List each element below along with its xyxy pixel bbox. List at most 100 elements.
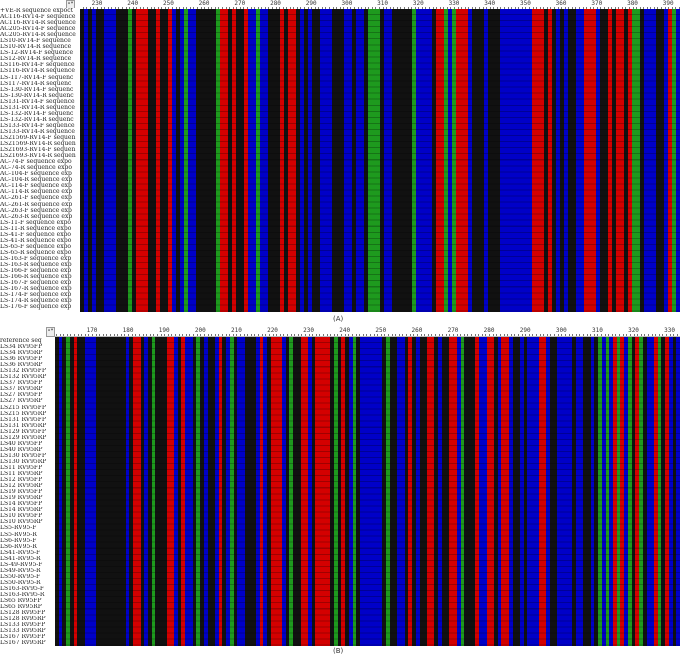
sequence-label[interactable]: LS-41-F sequence expo: [0, 231, 72, 238]
sequence-label[interactable]: LS-65-R sequence expo: [0, 249, 72, 256]
sequence-label[interactable]: AC-263-R sequence exp: [0, 213, 73, 220]
sequence-label[interactable]: LS5-RV95-R: [0, 531, 37, 538]
sequence-label[interactable]: LS131-RV14-F sequence: [0, 98, 75, 105]
sequence-label[interactable]: LS10 RV95FP: [0, 513, 43, 520]
sequence-label[interactable]: LS41-RV95-R: [0, 555, 41, 562]
sequence-label[interactable]: AC-104-R sequence exp: [0, 177, 73, 184]
sequence-label[interactable]: LS34 RV95RP: [0, 350, 43, 357]
alignment-grid[interactable]: [80, 9, 680, 312]
sequence-label[interactable]: LS21693-RV14-F sequen: [0, 147, 76, 154]
sequence-label[interactable]: AC-114-R sequence exp: [0, 189, 73, 196]
sequence-label[interactable]: AC-74-F sequence expo: [0, 159, 72, 166]
sequence-label[interactable]: LS10 RV95RP: [0, 519, 43, 526]
sequence-label[interactable]: AC-263-F sequence exp: [0, 207, 72, 214]
sequence-label[interactable]: AC116-RV14-F sequence: [0, 14, 76, 21]
scroll-up-button[interactable]: ▴▾: [46, 327, 55, 337]
sequence-label[interactable]: LS128 Rv95RP: [0, 616, 46, 623]
sequence-label[interactable]: LS-49-RV95-F: [0, 561, 43, 568]
sequence-label[interactable]: LS41-RV95-F: [0, 549, 41, 556]
sequence-label[interactable]: LS-41-R sequence expo: [0, 237, 72, 244]
sequence-label[interactable]: LS27 RV95RP: [0, 398, 43, 405]
sequence-label[interactable]: LS12 RV95RP: [0, 483, 43, 490]
sequence-label[interactable]: LS21693-RV14-R sequen: [0, 153, 76, 160]
sequence-label[interactable]: AC205-RV14-F sequence: [0, 26, 76, 33]
sequence-label[interactable]: LS-11-F sequence expo: [0, 219, 72, 226]
sequence-label[interactable]: LS-174-F sequence exp: [0, 292, 72, 299]
sequence-label[interactable]: AC-261-F sequence exp: [0, 195, 72, 202]
sequence-label[interactable]: LS12 RV95FP: [0, 477, 43, 484]
sequence-label[interactable]: LS-65-F sequence expo: [0, 243, 72, 250]
sequence-label[interactable]: LS-167-F sequence exp: [0, 280, 72, 287]
sequence-label[interactable]: LS12-RV14-R sequence: [0, 56, 72, 63]
sequence-label[interactable]: AC-114-F sequence exp: [0, 183, 72, 190]
sequence-label[interactable]: LS131-RV14-R sequence: [0, 104, 75, 111]
sequence-label[interactable]: LS21569-RV14-F sequen: [0, 134, 76, 141]
sequence-label[interactable]: LS215 RV95FP: [0, 404, 46, 411]
sequence-label[interactable]: LS130 RV95RP: [0, 458, 47, 465]
sequence-label[interactable]: LS6-RV95-R: [0, 543, 37, 550]
sequence-label[interactable]: LS132 RV95RP: [0, 374, 47, 381]
alignment-grid[interactable]: [55, 337, 680, 646]
sequence-label[interactable]: LS14 RV95FP: [0, 501, 43, 508]
sequence-label[interactable]: LS-166-R sequence exp: [0, 274, 72, 281]
sequence-label[interactable]: LS116-RV14-F sequence: [0, 62, 75, 69]
sequence-label[interactable]: LS65 Rv95FP: [0, 598, 42, 605]
sequence-label[interactable]: LS10-RV14-R sequence: [0, 44, 72, 51]
sequence-label[interactable]: LS133-RV14-R sequence: [0, 128, 75, 135]
sequence-label[interactable]: LS19 RV95FP: [0, 489, 43, 496]
sequence-label[interactable]: LS37 RV95FP: [0, 380, 43, 387]
sequence-label[interactable]: LS167 Rv95RP: [0, 640, 46, 647]
sequence-label[interactable]: LS65 Rv95RP: [0, 604, 42, 611]
sequence-label[interactable]: LS130 RV95FP: [0, 452, 46, 459]
sequence-label[interactable]: LS-166-F sequence exp: [0, 268, 72, 275]
sequence-label[interactable]: LS11 RV95FP: [0, 464, 43, 471]
sequence-label[interactable]: LS-174-R sequence exp: [0, 298, 72, 305]
sequence-label[interactable]: LS5-RV95-F: [0, 525, 37, 532]
sequence-label[interactable]: LS116-RV14-R sequence: [0, 68, 75, 75]
sequence-label[interactable]: LS36 RV95FP: [0, 356, 43, 363]
sequence-label[interactable]: LS19 RV95RP: [0, 495, 43, 502]
sequence-label[interactable]: LS215 RV95RP: [0, 410, 47, 417]
sequence-label[interactable]: +VE-R sequence expoct: [0, 8, 74, 14]
sequence-label[interactable]: LS132 RV95FP: [0, 368, 46, 375]
sequence-label[interactable]: LS6-RV95-F: [0, 537, 37, 544]
sequence-label[interactable]: LS-11-R sequence expo: [0, 225, 72, 232]
sequence-label[interactable]: LS-12-RV14-F sequence: [0, 50, 74, 57]
sequence-label[interactable]: AC116-RV14-R sequence: [0, 20, 76, 27]
sequence-label[interactable]: LS10-RV14-F sequence: [0, 38, 71, 45]
sequence-label[interactable]: AC-74-R sequence expo: [0, 165, 72, 172]
sequence-label[interactable]: LS21569-RV14-R sequen: [0, 141, 76, 148]
sequence-label[interactable]: LS27 RV95FP: [0, 392, 43, 399]
sequence-label[interactable]: LS40 RV95FP: [0, 440, 43, 447]
sequence-label[interactable]: LS129 RV95FP: [0, 428, 46, 435]
sequence-label[interactable]: LS40 RV95RP: [0, 446, 43, 453]
sequence-label[interactable]: LS-130-RV14-R sequenc: [0, 92, 74, 99]
sequence-label[interactable]: reference seq: [0, 338, 42, 344]
sequence-label[interactable]: AC-104-F sequence exp: [0, 171, 72, 178]
sequence-label[interactable]: LS-132-RV14-F sequenc: [0, 110, 74, 117]
sequence-label[interactable]: LS-167-R sequence exp: [0, 286, 72, 293]
sequence-label[interactable]: LS163-RV95-R: [0, 591, 45, 598]
sequence-label[interactable]: LS-176-F sequence exp: [0, 304, 72, 311]
sequence-label[interactable]: LS50-RV95-R: [0, 579, 41, 586]
sequence-label[interactable]: LS-132-RV14-R sequenc: [0, 116, 74, 123]
sequence-label[interactable]: LS133 Rv95RP: [0, 628, 46, 635]
sequence-label[interactable]: LS133-RV14-F sequence: [0, 122, 75, 129]
sequence-label[interactable]: LS11 RV95RP: [0, 471, 43, 478]
sequence-label[interactable]: LS-117-RV14-F sequenc: [0, 74, 74, 81]
sequence-label[interactable]: LS167 Rv95FP: [0, 634, 46, 641]
sequence-label[interactable]: LS-163-F sequence exp: [0, 255, 72, 262]
sequence-label[interactable]: LS129 RV95RP: [0, 434, 47, 441]
sequence-label[interactable]: LS131 RV95FP: [0, 416, 46, 423]
sequence-label[interactable]: LS34 RV95FP: [0, 344, 43, 351]
sequence-label[interactable]: AC205-RV14-R sequence: [0, 32, 76, 39]
sequence-label[interactable]: LS117-RV14-R sequenc: [0, 80, 72, 87]
sequence-label[interactable]: LS131 RV95RP: [0, 422, 47, 429]
sequence-label[interactable]: LS163-RV95-F: [0, 585, 45, 592]
sequence-label[interactable]: LS133 Rv95FP: [0, 622, 46, 629]
sequence-label[interactable]: LS50-RV95-F: [0, 573, 41, 580]
sequence-label[interactable]: LS49-RV95-R: [0, 567, 41, 574]
sequence-label[interactable]: LS37 RV95RP: [0, 386, 43, 393]
sequence-label[interactable]: LS128 Rv95FP: [0, 610, 46, 617]
sequence-label[interactable]: LS-163-R sequence exp: [0, 261, 72, 268]
